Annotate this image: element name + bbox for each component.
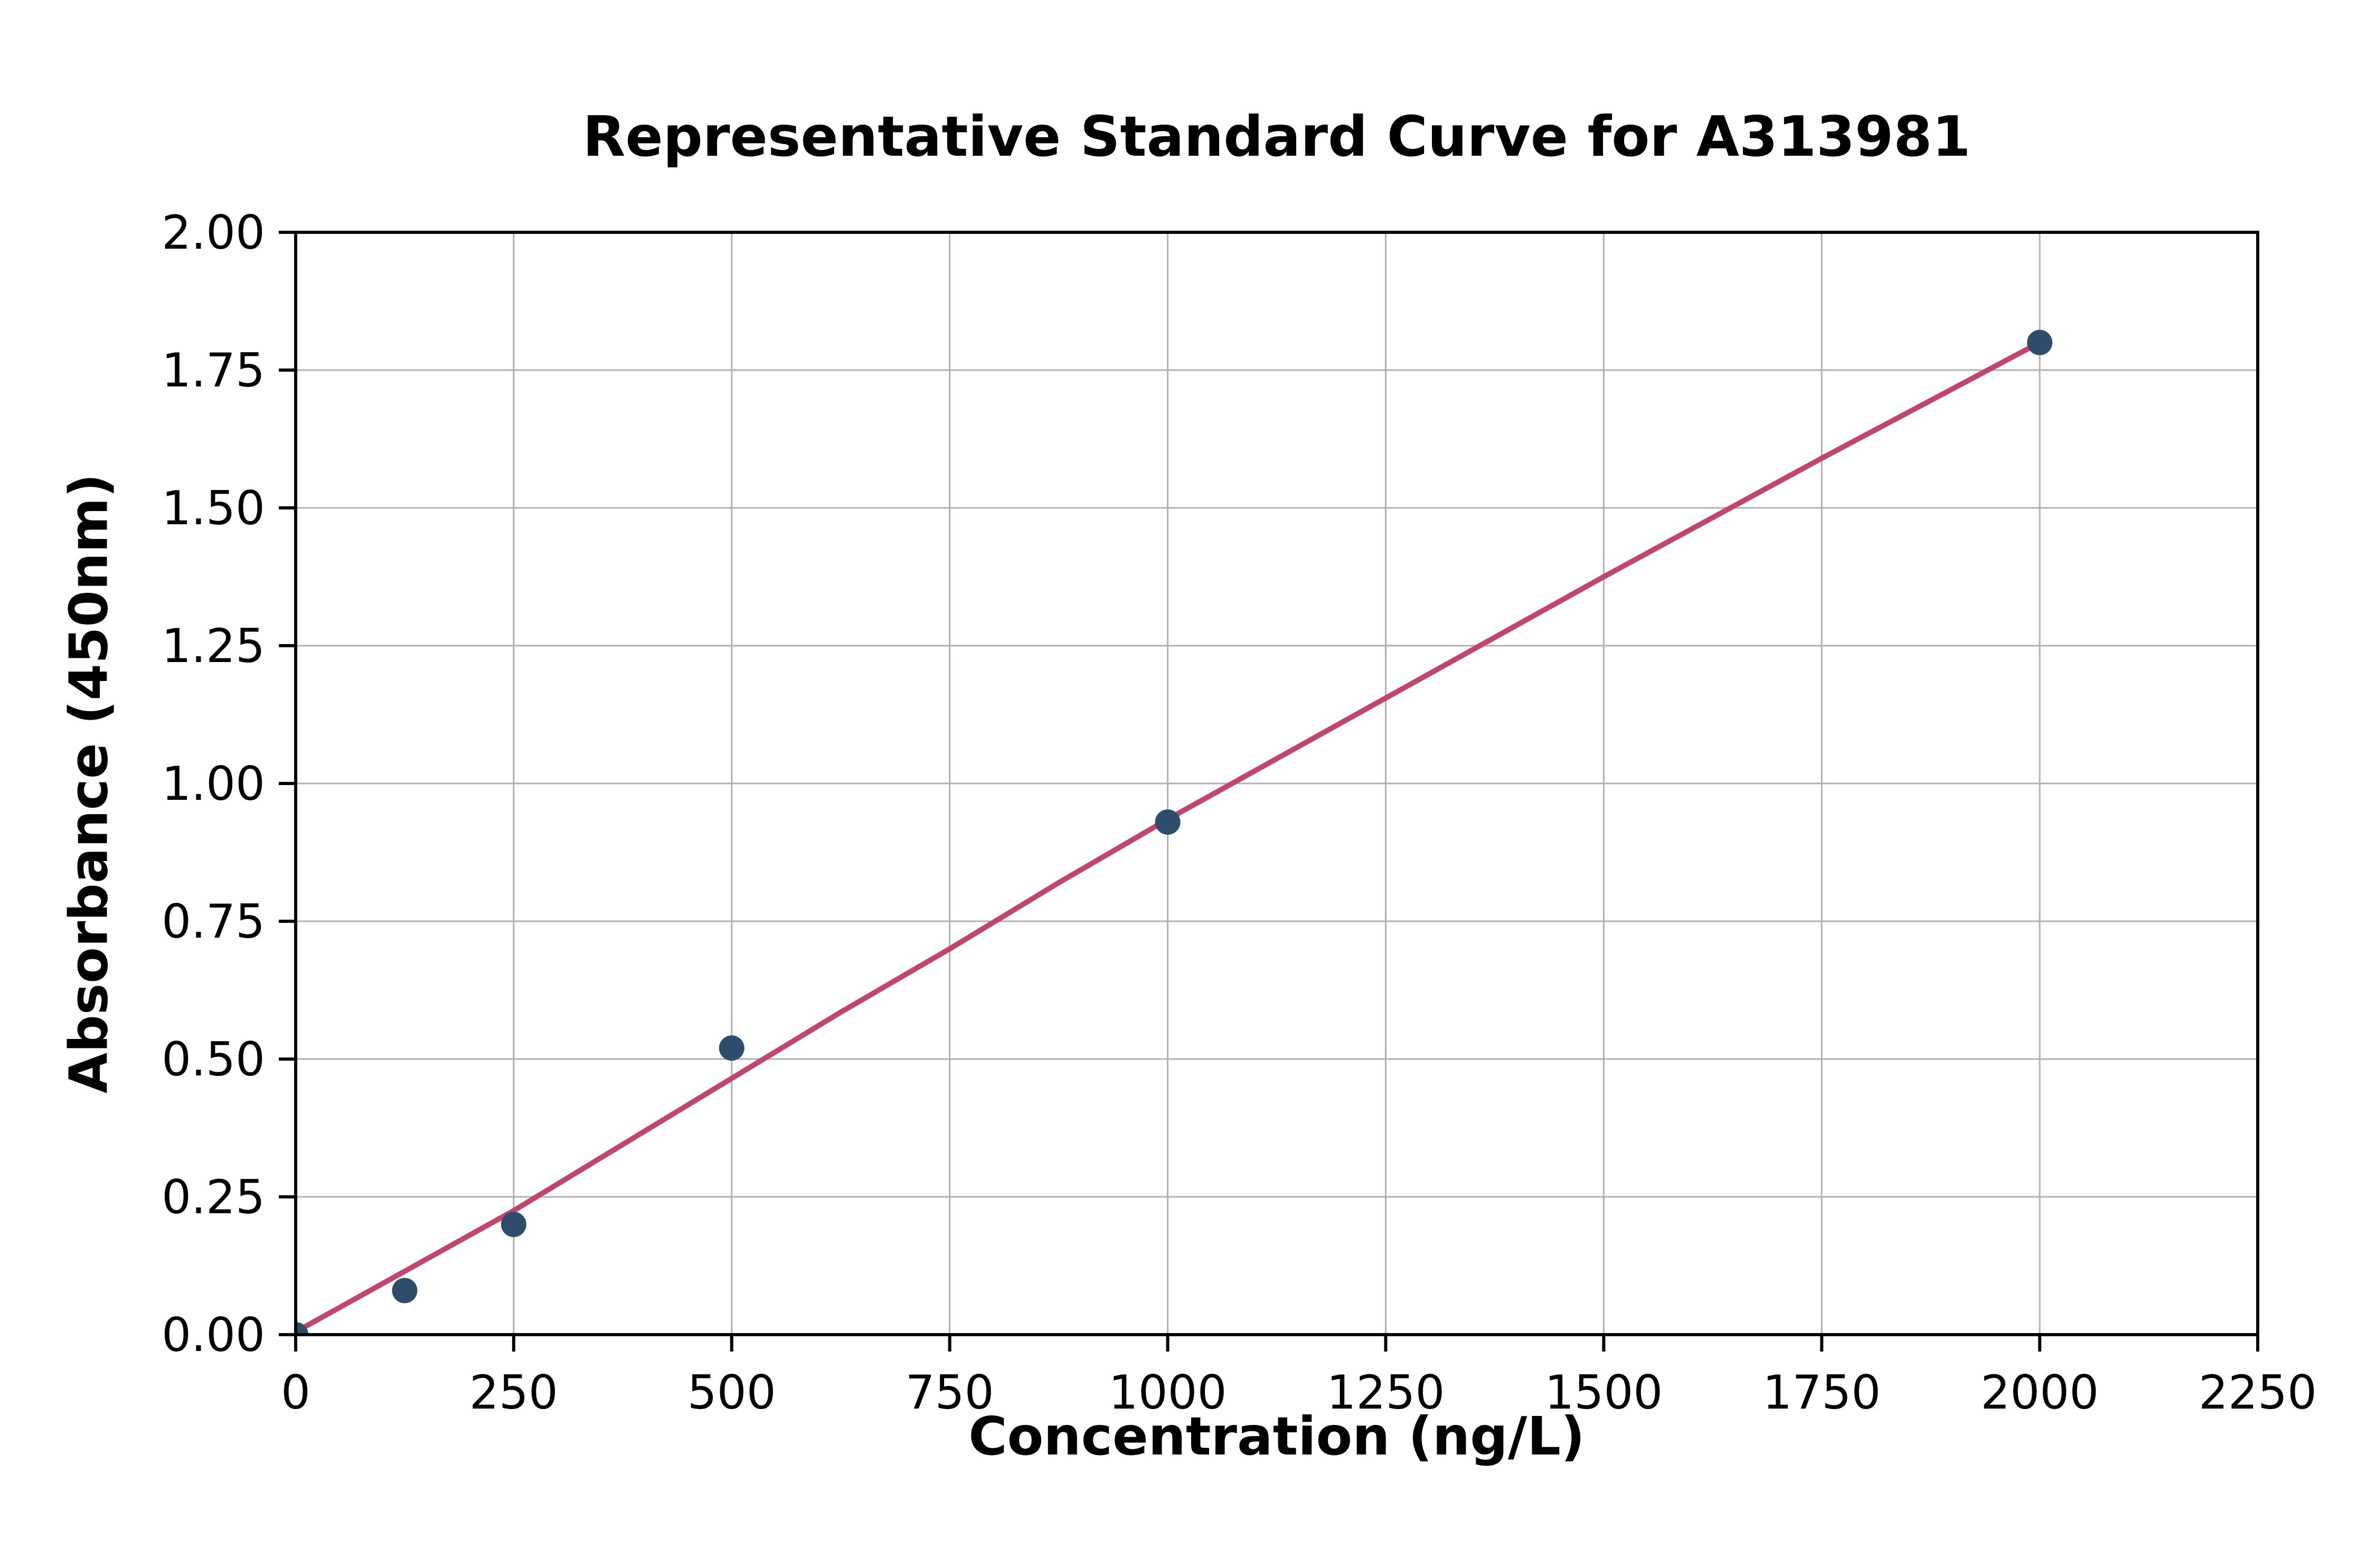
chart-title: Representative Standard Curve for A31398… bbox=[582, 105, 1971, 169]
y-tick-label: 0.00 bbox=[162, 1308, 265, 1362]
x-tick-label: 0 bbox=[281, 1365, 310, 1420]
fit-line bbox=[296, 339, 2043, 1335]
data-point bbox=[719, 1035, 744, 1061]
y-tick-label: 2.00 bbox=[162, 205, 265, 260]
x-tick-label: 250 bbox=[469, 1365, 558, 1420]
y-tick-label: 1.50 bbox=[162, 481, 265, 535]
x-tick-label: 750 bbox=[906, 1365, 994, 1420]
y-tick-label: 1.25 bbox=[162, 619, 265, 673]
data-point bbox=[296, 1322, 308, 1335]
data-point bbox=[1155, 809, 1181, 835]
x-tick-label: 1000 bbox=[1109, 1365, 1227, 1420]
x-tick-label: 1750 bbox=[1762, 1365, 1881, 1420]
y-tick-label: 1.75 bbox=[162, 343, 265, 398]
x-tick-label: 2000 bbox=[1981, 1365, 2099, 1420]
x-tick-label: 500 bbox=[687, 1365, 776, 1420]
data-point bbox=[392, 1278, 418, 1303]
data-point bbox=[501, 1212, 526, 1238]
x-axis-label: Concentration (ng/L) bbox=[968, 1405, 1585, 1467]
x-tick-label: 1500 bbox=[1544, 1365, 1663, 1420]
y-tick-label: 1.00 bbox=[162, 757, 265, 811]
x-tick-label: 1250 bbox=[1326, 1365, 1445, 1420]
y-tick-label: 0.25 bbox=[162, 1170, 265, 1224]
y-tick-label: 0.75 bbox=[162, 894, 265, 949]
x-tick-label: 2250 bbox=[2199, 1365, 2317, 1420]
y-tick-label: 0.50 bbox=[162, 1032, 265, 1087]
data-point bbox=[2027, 329, 2053, 355]
y-axis-label: Absorbance (450nm) bbox=[58, 473, 120, 1094]
